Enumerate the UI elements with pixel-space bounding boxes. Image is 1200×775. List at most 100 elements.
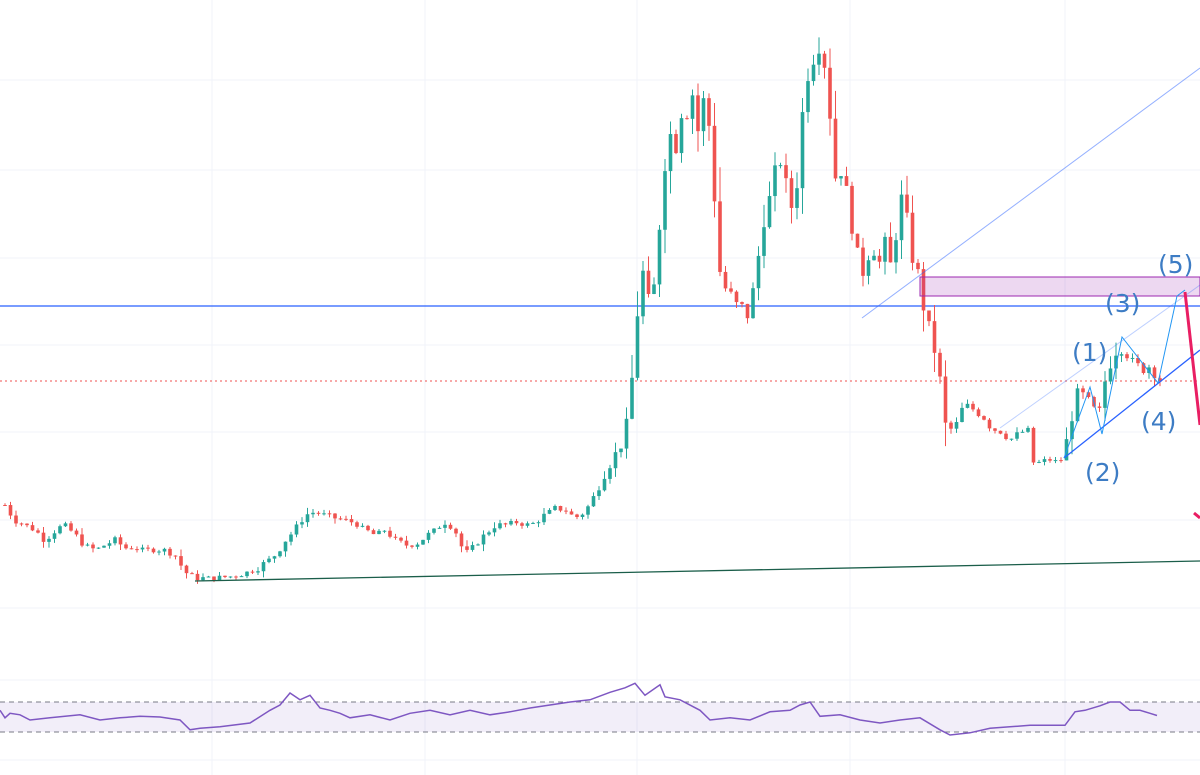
candle bbox=[382, 530, 387, 534]
candle-body bbox=[349, 519, 354, 523]
candle bbox=[1009, 438, 1014, 442]
candle bbox=[25, 523, 29, 528]
candle bbox=[855, 233, 860, 248]
candle-body bbox=[322, 513, 326, 515]
candle-body bbox=[641, 270, 645, 317]
candle bbox=[861, 237, 865, 287]
candle-body bbox=[982, 416, 986, 420]
supply-zone[interactable] bbox=[919, 276, 1200, 297]
candle bbox=[157, 549, 161, 556]
candle bbox=[762, 204, 766, 269]
wave-label-4[interactable]: (4) bbox=[1141, 407, 1176, 436]
candle-body bbox=[624, 418, 629, 449]
candle bbox=[657, 225, 662, 297]
channel-mid-line[interactable] bbox=[999, 284, 1200, 429]
candle bbox=[206, 575, 211, 578]
elliott-wave-path[interactable] bbox=[1063, 289, 1186, 459]
candle bbox=[437, 526, 442, 529]
candle-body bbox=[1053, 460, 1058, 462]
candle-body bbox=[987, 419, 992, 429]
candle bbox=[1048, 456, 1052, 463]
candle-body bbox=[613, 452, 618, 469]
candle-body bbox=[762, 227, 766, 256]
candle bbox=[41, 527, 46, 548]
candle bbox=[443, 520, 447, 533]
candle-body bbox=[113, 537, 117, 544]
candle-body bbox=[646, 270, 651, 295]
candle-body bbox=[916, 262, 920, 270]
candle-body bbox=[927, 310, 931, 322]
support-trendline[interactable] bbox=[194, 560, 1200, 582]
candle-body bbox=[261, 562, 266, 572]
candle bbox=[1004, 430, 1008, 441]
candle-body bbox=[1136, 357, 1140, 364]
candle-body bbox=[487, 532, 491, 535]
candle bbox=[481, 530, 486, 552]
candle bbox=[305, 507, 310, 527]
channel-lower-line[interactable] bbox=[1063, 349, 1200, 459]
candle-body bbox=[580, 514, 585, 518]
candle-body bbox=[839, 176, 843, 179]
candle bbox=[74, 528, 79, 537]
candle bbox=[1086, 391, 1091, 399]
candle-body bbox=[278, 551, 282, 557]
candle bbox=[844, 166, 849, 187]
candle bbox=[355, 520, 359, 529]
candle-body bbox=[140, 547, 145, 550]
candle bbox=[289, 531, 293, 546]
candle-body bbox=[107, 543, 112, 546]
candle bbox=[404, 535, 409, 549]
candle-body bbox=[415, 544, 420, 547]
candle-body bbox=[553, 505, 557, 510]
projection-arrow[interactable] bbox=[1183, 291, 1200, 426]
candle-body bbox=[1119, 354, 1124, 356]
candle bbox=[470, 541, 475, 552]
candle bbox=[580, 513, 585, 520]
candle bbox=[300, 517, 304, 529]
candle-body bbox=[822, 53, 827, 68]
candle bbox=[113, 535, 117, 546]
candle-body bbox=[1147, 367, 1151, 374]
candle bbox=[217, 572, 222, 581]
candle bbox=[894, 233, 898, 274]
candle-body bbox=[91, 544, 95, 549]
candle bbox=[1081, 385, 1085, 399]
candle-body bbox=[767, 196, 772, 228]
candle-body bbox=[806, 81, 810, 113]
wave-label-1[interactable]: (1) bbox=[1072, 338, 1107, 367]
candle-body bbox=[41, 532, 46, 542]
candle-body bbox=[239, 576, 244, 578]
candle bbox=[228, 576, 233, 579]
candle-body bbox=[129, 548, 134, 550]
candle bbox=[646, 256, 651, 298]
candle bbox=[1097, 402, 1102, 412]
candle bbox=[833, 90, 838, 182]
candle bbox=[1136, 354, 1140, 367]
candle bbox=[465, 540, 469, 553]
wave-label-5[interactable]: (5) bbox=[1158, 250, 1193, 279]
candle bbox=[795, 172, 799, 220]
candle bbox=[982, 415, 986, 421]
candle-body bbox=[118, 537, 123, 545]
candle-body bbox=[190, 573, 194, 575]
channel-upper-line[interactable] bbox=[861, 67, 1200, 319]
candle-body bbox=[426, 532, 431, 540]
candle bbox=[514, 518, 519, 526]
candle bbox=[877, 248, 882, 269]
candle-body bbox=[685, 118, 689, 120]
candle bbox=[393, 533, 398, 540]
candle bbox=[272, 555, 277, 563]
candle-body bbox=[943, 376, 948, 423]
wave-label-3[interactable]: (3) bbox=[1105, 289, 1140, 318]
candle-body bbox=[921, 269, 926, 311]
candle-body bbox=[993, 428, 997, 431]
wave-label-2[interactable]: (2) bbox=[1085, 458, 1120, 487]
candle-body bbox=[1059, 460, 1063, 462]
candle bbox=[690, 89, 695, 135]
candle bbox=[976, 407, 981, 418]
candle bbox=[652, 277, 656, 295]
candle-body bbox=[151, 548, 156, 553]
candle-body bbox=[740, 302, 744, 304]
candle bbox=[96, 547, 101, 550]
